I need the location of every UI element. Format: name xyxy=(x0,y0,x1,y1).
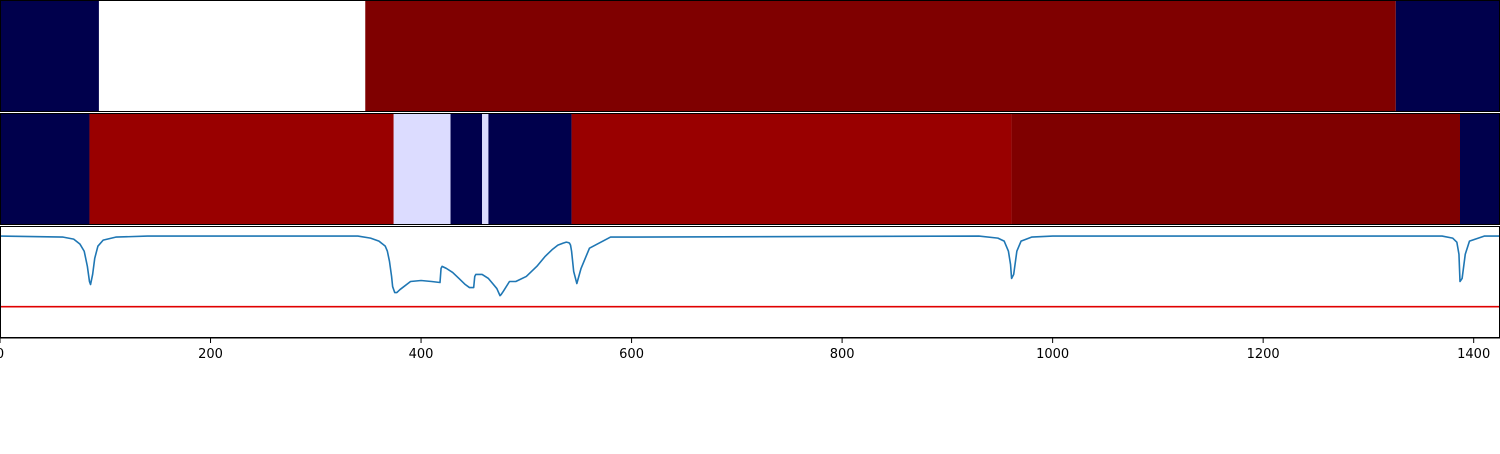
heatmap-cell-r2-5 xyxy=(482,113,489,225)
x-tick-label-800: 800 xyxy=(830,347,855,362)
heatmap-cell-r1-2 xyxy=(98,0,366,112)
signal-line xyxy=(0,235,1500,297)
line-panel-background xyxy=(0,226,1500,337)
x-axis: 0 200 400 600 800 1000 1200 1400 xyxy=(0,337,1500,362)
heatmap-rows xyxy=(0,0,1500,225)
heatmap-cell-r1-4 xyxy=(1395,0,1500,112)
x-tick-label-1200: 1200 xyxy=(1247,347,1280,362)
x-tick-label-1400: 1400 xyxy=(1457,347,1490,362)
heatmap-cell-r1-1 xyxy=(0,0,99,112)
heatmap-cell-r2-7 xyxy=(571,113,1012,225)
heatmap-cell-r2-8 xyxy=(1011,113,1460,225)
x-tick-label-1000: 1000 xyxy=(1036,347,1069,362)
heatmap-row-1 xyxy=(0,0,1500,112)
heatmap-row-2 xyxy=(0,113,1500,225)
heatmap-cell-r2-6 xyxy=(488,113,572,225)
heatmap-cell-r2-2 xyxy=(89,113,394,225)
heatmap-cell-r2-4 xyxy=(450,113,483,225)
line-panel xyxy=(0,226,1500,338)
x-tick-label-0: 0 xyxy=(0,347,4,362)
x-tick-label-400: 400 xyxy=(409,347,434,362)
heatmap-cell-r2-1 xyxy=(0,113,90,225)
heatmap-cell-r1-3 xyxy=(365,0,1396,112)
heatmap-cell-r2-9 xyxy=(1460,113,1500,225)
heatmap-cell-r2-3 xyxy=(393,113,451,225)
x-tick-label-200: 200 xyxy=(198,347,223,362)
x-tick-label-600: 600 xyxy=(619,347,644,362)
